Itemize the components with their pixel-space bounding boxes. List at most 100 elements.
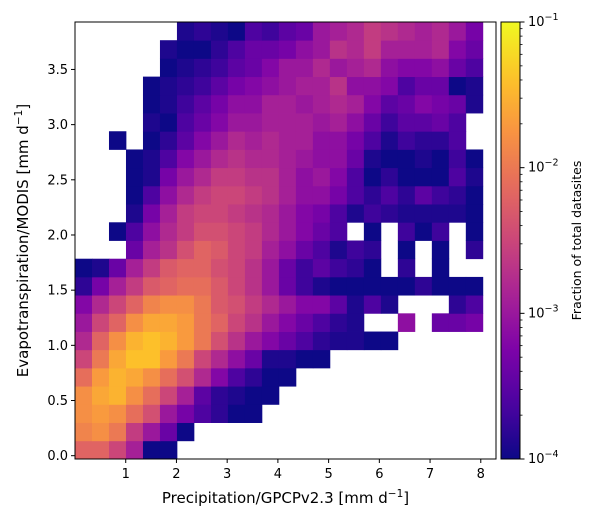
y-tick-label: 3.5 xyxy=(47,63,68,78)
heatmap-cell xyxy=(108,222,127,241)
heatmap-cell xyxy=(91,349,110,369)
heatmap-cell xyxy=(261,185,280,205)
heatmap-cell xyxy=(329,313,348,332)
heatmap-cell xyxy=(244,204,263,223)
heatmap-cell xyxy=(210,40,229,59)
heatmap-cell xyxy=(125,386,144,405)
heatmap-cell xyxy=(346,58,365,78)
colorbar xyxy=(501,22,520,459)
heatmap-cell xyxy=(176,167,195,187)
heatmap-cell xyxy=(448,295,467,314)
heatmap-cell xyxy=(91,331,110,351)
heatmap-cell xyxy=(210,167,229,187)
heatmap-cell xyxy=(159,440,178,460)
heatmap-cell xyxy=(227,331,246,351)
heatmap-cell xyxy=(329,295,348,314)
heatmap-cell xyxy=(125,440,144,460)
heatmap-cell xyxy=(363,22,382,41)
heatmap-cell xyxy=(193,40,212,59)
heatmap-cell xyxy=(244,40,263,59)
heatmap-cell xyxy=(414,149,433,169)
heatmap-cell xyxy=(278,131,297,150)
heatmap-cell xyxy=(261,386,280,405)
heatmap-cell xyxy=(261,204,280,223)
heatmap-cell xyxy=(448,131,467,150)
heatmap-cell xyxy=(176,386,195,405)
x-axis-title: Precipitation/GPCPv2.3 [mm d−1] xyxy=(162,488,409,507)
heatmap-cell xyxy=(329,240,348,260)
heatmap-cell xyxy=(278,149,297,169)
heatmap-cell xyxy=(125,276,144,296)
heatmap-cell xyxy=(346,131,365,150)
heatmap-cell xyxy=(380,76,399,96)
heatmap-cell xyxy=(159,258,178,278)
heatmap-cell xyxy=(397,313,416,332)
heatmap-cell xyxy=(312,76,331,96)
heatmap-cell xyxy=(278,240,297,260)
heatmap-cell xyxy=(278,258,297,278)
y-tick-label: 1.0 xyxy=(47,339,68,354)
heatmap-cell xyxy=(176,295,195,314)
heatmap-cell xyxy=(380,185,399,205)
heatmap-cell xyxy=(448,167,467,187)
heatmap-cell xyxy=(244,313,263,332)
heatmap-cell xyxy=(227,94,246,114)
heatmap-cell xyxy=(193,222,212,241)
heatmap-cell xyxy=(363,149,382,169)
heatmap-cell xyxy=(380,58,399,78)
heatmap-cell xyxy=(431,258,450,278)
heatmap-cell xyxy=(380,295,399,314)
heatmap-cell xyxy=(91,313,110,332)
heatmap-cell xyxy=(278,22,297,41)
heatmap-cell xyxy=(414,204,433,223)
heatmap-cell xyxy=(159,404,178,423)
heatmap-cell xyxy=(363,222,382,241)
heatmap-cell xyxy=(244,222,263,241)
heatmap-cell xyxy=(414,131,433,150)
heatmap-cell xyxy=(346,185,365,205)
heatmap-cell xyxy=(295,149,314,169)
heatmap-cell xyxy=(363,276,382,296)
heatmap-cell xyxy=(312,40,331,59)
heatmap-cell xyxy=(227,386,246,405)
heatmap-cell xyxy=(210,386,229,405)
heatmap-cell xyxy=(295,349,314,369)
heatmap-cell xyxy=(210,331,229,351)
heatmap-cell xyxy=(193,185,212,205)
heatmap-cell xyxy=(363,240,382,260)
heatmap-cell xyxy=(159,185,178,205)
heatmap-cell xyxy=(193,76,212,96)
heatmap-cell xyxy=(414,222,433,241)
y-axis-title: Evapotranspiration/MODIS [mm d−1] xyxy=(13,104,32,377)
heatmap-cell xyxy=(414,185,433,205)
heatmap-cell xyxy=(176,258,195,278)
heatmap-cell xyxy=(448,313,467,332)
heatmap-cell xyxy=(312,258,331,278)
heatmap-cell xyxy=(193,258,212,278)
heatmap-cell xyxy=(108,440,127,460)
heatmap-cell xyxy=(380,149,399,169)
heatmap-cell xyxy=(176,149,195,169)
heatmap-cell xyxy=(142,276,161,296)
heatmap-cell xyxy=(75,313,93,332)
heatmap-cell xyxy=(278,58,297,78)
heatmap-cell xyxy=(176,22,195,41)
heatmap-cell xyxy=(346,295,365,314)
heatmap-cell xyxy=(125,295,144,314)
heatmap-cell xyxy=(397,149,416,169)
heatmap-cell xyxy=(91,276,110,296)
heatmap-cell xyxy=(431,94,450,114)
heatmap-cell xyxy=(159,204,178,223)
heatmap-cell xyxy=(329,40,348,59)
heatmap-cell xyxy=(142,149,161,169)
heatmap-cell xyxy=(193,22,212,41)
heatmap-cell xyxy=(244,404,263,423)
heatmap-cell xyxy=(142,167,161,187)
heatmap-cell xyxy=(431,313,450,332)
heatmap-cell xyxy=(210,349,229,369)
heatmap-cell xyxy=(210,94,229,114)
heatmap-cell xyxy=(125,167,144,187)
heatmap-cell xyxy=(91,386,110,405)
heatmap-cell xyxy=(159,58,178,78)
heatmap-cell xyxy=(380,22,399,41)
